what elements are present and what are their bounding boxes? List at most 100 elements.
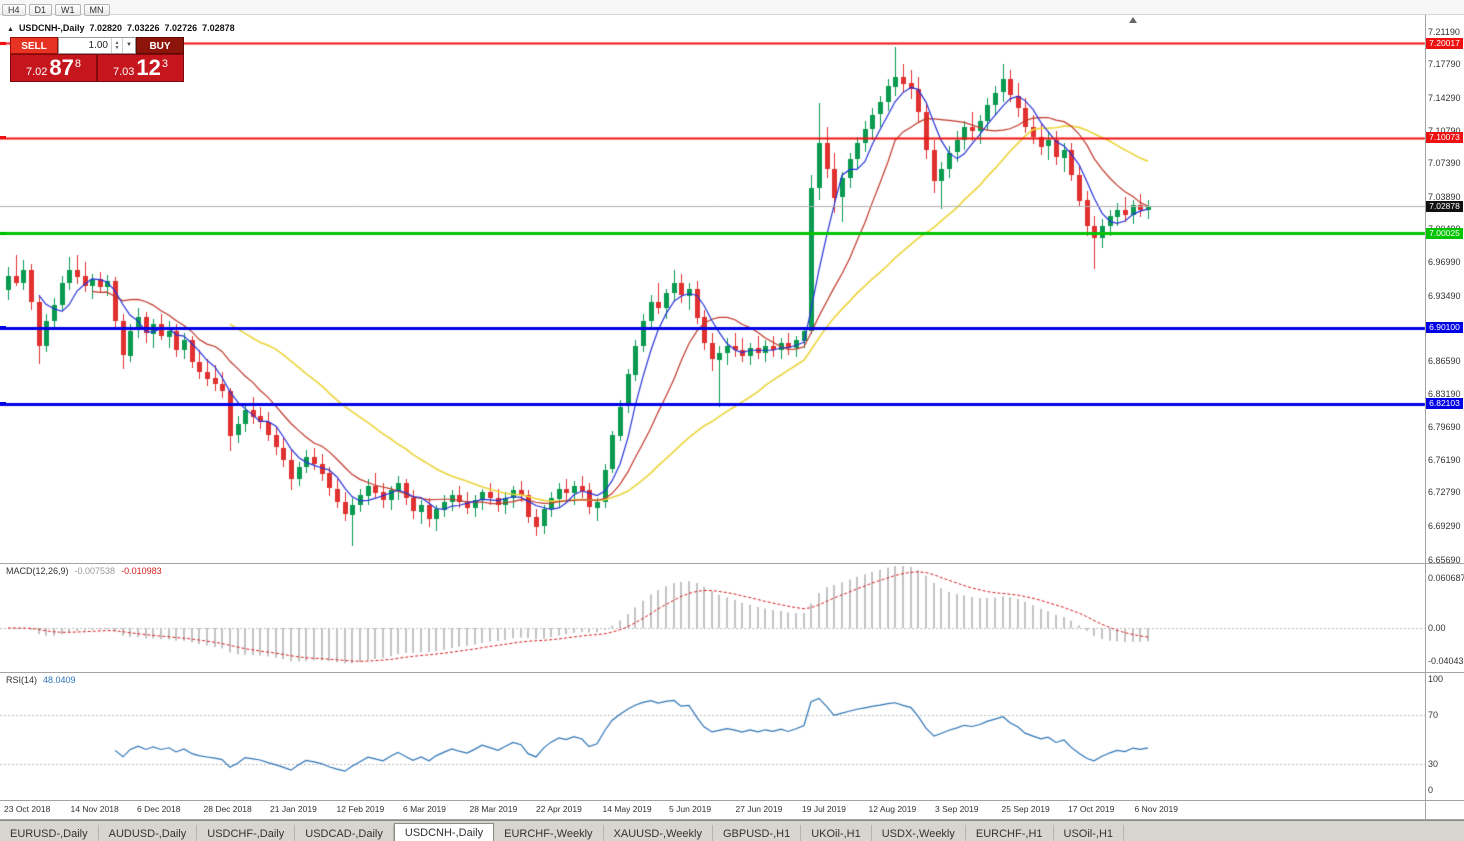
level-price-tag[interactable]: 7.20017: [1426, 37, 1463, 49]
rsi-panel-separator[interactable]: [0, 672, 1464, 673]
timeframe-button-h4[interactable]: H4: [2, 4, 26, 16]
price-axis-label: 6.79690: [1428, 421, 1461, 432]
tab-eurchf-h1[interactable]: EURCHF-,H1: [966, 825, 1054, 841]
level-price-tag[interactable]: 7.10073: [1426, 132, 1463, 144]
buy-price-prefix: 7.03: [112, 66, 135, 78]
price-scale-separator: [1425, 14, 1426, 819]
price-axis-label: 6.65690: [1428, 555, 1461, 565]
timeframe-button-mn[interactable]: MN: [83, 4, 110, 16]
level-price-tag[interactable]: 6.82103: [1426, 398, 1463, 410]
chart-tab-bar: EURUSD-,Daily AUDUSD-,Daily USDCHF-,Daily U…: [0, 820, 1464, 841]
macd-signal-value: -0.010983: [121, 566, 162, 576]
date-axis-label: 22 Apr 2019: [536, 804, 582, 814]
date-axis-label: 27 Jun 2019: [735, 804, 783, 814]
price-axis-label: 6.86590: [1428, 356, 1461, 367]
rsi-axis-label: 70: [1428, 710, 1439, 721]
date-axis-label: 6 Nov 2019: [1134, 804, 1178, 814]
volume-input[interactable]: 1.00 ▲ ▼ ▼: [58, 37, 136, 54]
rsi-value: 48.0409: [43, 675, 76, 685]
price-axis-label: 6.72790: [1428, 487, 1461, 498]
level-edge-marker[interactable]: [0, 326, 6, 330]
sell-price-box[interactable]: 7.02 87 8: [10, 54, 97, 82]
tab-ukoil-h1[interactable]: UKOil-,H1: [801, 825, 872, 841]
buy-button[interactable]: BUY: [136, 37, 184, 54]
price-axis-label: 7.21190: [1428, 27, 1460, 37]
rsi-axis-label: 100: [1428, 674, 1444, 684]
volume-dropdown-icon[interactable]: ▼: [122, 38, 135, 53]
ohlc-high: 7.03226: [127, 23, 160, 33]
buy-price-sup: 3: [161, 58, 169, 70]
date-axis-label: 14 Nov 2018: [70, 804, 119, 814]
date-axis-label: 5 Jun 2019: [669, 804, 712, 814]
rsi-axis-label: 0: [1428, 785, 1434, 795]
sell-button[interactable]: SELL: [10, 37, 58, 54]
date-axis-label: 6 Dec 2018: [137, 804, 181, 814]
price-axis-label: 7.03890: [1428, 191, 1461, 202]
date-axis-label: 21 Jan 2019: [270, 804, 317, 814]
level-price-tag[interactable]: 7.00025: [1426, 227, 1463, 239]
timeframe-toolbar: H4 D1 W1 MN: [0, 0, 1464, 16]
rsi-axis-label: 30: [1428, 758, 1439, 769]
tab-usoil-h1[interactable]: USOil-,H1: [1054, 825, 1125, 841]
date-axis-label: 28 Dec 2018: [203, 804, 252, 814]
macd-panel-separator[interactable]: [0, 563, 1464, 564]
spinner-down-icon[interactable]: ▼: [114, 44, 120, 51]
current-price-tag: 7.02878: [1426, 200, 1463, 212]
buy-price-box[interactable]: 7.03 12 3: [97, 54, 184, 82]
price-axis-label: 7.07390: [1428, 158, 1461, 169]
volume-spinner[interactable]: ▲ ▼: [111, 38, 122, 53]
macd-label: MACD(12,26,9) -0.007538 -0.010983: [6, 566, 168, 576]
timeframe-button-d1[interactable]: D1: [28, 4, 53, 16]
sell-price-big: 87: [49, 55, 74, 80]
price-axis-label: 7.14290: [1428, 92, 1461, 103]
level-edge-marker[interactable]: [0, 231, 6, 235]
buy-price-big: 12: [136, 55, 161, 80]
macd-name: MACD(12,26,9): [6, 566, 69, 576]
price-axis-label: 6.76190: [1428, 455, 1461, 466]
ohlc-close: 7.02878: [202, 23, 235, 33]
spinner-up-icon[interactable]: ▲: [114, 39, 120, 46]
chart-title: ▲ USDCNH-,Daily 7.02820 7.03226 7.02726 7.028…: [7, 23, 240, 33]
chart-bottom-border: [0, 819, 1464, 820]
tab-gbpusd-h1[interactable]: GBPUSD-,H1: [713, 825, 802, 841]
volume-value[interactable]: 1.00: [88, 40, 108, 51]
tab-xauusd-weekly[interactable]: XAUUSD-,Weekly: [604, 825, 713, 841]
date-axis-separator: [0, 800, 1464, 801]
macd-axis-label: 0.00: [1428, 623, 1446, 633]
date-axis-label: 28 Mar 2019: [469, 804, 518, 814]
macd-axis-label: 0.060687: [1428, 572, 1464, 583]
macd-axis-label: -0.040437: [1428, 656, 1464, 667]
sell-price-prefix: 7.02: [25, 66, 48, 78]
level-edge-marker[interactable]: [0, 402, 6, 406]
date-axis-label: 3 Sep 2019: [935, 804, 979, 814]
date-axis-label: 14 May 2019: [602, 804, 652, 814]
tab-usdcad-daily[interactable]: USDCAD-,Daily: [295, 825, 394, 841]
timeframe-button-w1[interactable]: W1: [55, 4, 81, 16]
chart-shift-marker[interactable]: [1129, 17, 1137, 23]
rsi-name: RSI(14): [6, 675, 38, 685]
tab-eurchf-weekly[interactable]: EURCHF-,Weekly: [494, 825, 604, 841]
level-edge-marker[interactable]: [0, 41, 6, 45]
date-axis-label: 12 Aug 2019: [868, 804, 917, 814]
date-axis-label: 19 Jul 2019: [802, 804, 846, 814]
tab-usdx-weekly[interactable]: USDX-,Weekly: [872, 825, 966, 841]
symbol-label: USDCNH-,Daily: [18, 23, 85, 33]
price-axis-label: 6.69290: [1428, 520, 1461, 531]
price-axis-label: 7.17790: [1428, 59, 1461, 70]
level-price-tag[interactable]: 6.90100: [1426, 322, 1463, 334]
tab-eurusd-daily[interactable]: EURUSD-,Daily: [0, 825, 99, 841]
price-axis-label: 6.83190: [1428, 388, 1461, 399]
date-axis-label: 23 Oct 2018: [4, 804, 51, 814]
one-click-trading-widget: SELL 1.00 ▲ ▼ ▼ BUY 7.02 87 8 7.03 12 3: [10, 37, 184, 82]
tab-usdchf-daily[interactable]: USDCHF-,Daily: [197, 825, 296, 841]
price-axis-label: 6.96990: [1428, 257, 1461, 268]
date-axis-label: 6 Mar 2019: [403, 804, 446, 814]
date-axis-label: 12 Feb 2019: [336, 804, 385, 814]
macd-value: -0.007538: [74, 566, 116, 576]
level-edge-marker[interactable]: [0, 136, 6, 140]
tab-audusd-daily[interactable]: AUDUSD-,Daily: [99, 825, 198, 841]
tab-usdcnh-daily[interactable]: USDCNH-,Daily: [393, 823, 495, 841]
ohlc-low: 7.02726: [164, 23, 198, 33]
